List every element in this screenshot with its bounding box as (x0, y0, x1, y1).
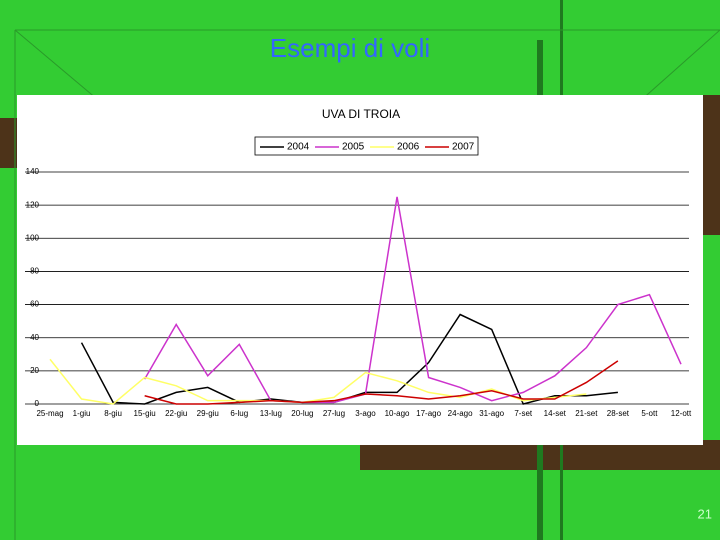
x-tick-label: 1-giu (72, 409, 91, 418)
series-line (80, 313, 618, 405)
x-tick-label: 20-lug (291, 409, 314, 418)
band (700, 95, 720, 235)
series-line (144, 360, 619, 405)
x-tick-label: 24-ago (447, 409, 473, 418)
x-tick-label: 22-giu (165, 409, 188, 418)
x-tick-label: 17-ago (416, 409, 442, 418)
x-tick-label: 10-ago (384, 409, 410, 418)
slide-title: Esempi di voli (270, 33, 430, 63)
chart: UVA DI TROIA 020406080100120140200420052… (17, 95, 703, 445)
x-tick-label: 13-lug (259, 409, 282, 418)
x-tick-label: 7-set (514, 409, 533, 418)
x-tick-label: 14-set (543, 409, 566, 418)
x-tick-label: 6-lug (230, 409, 249, 418)
x-tick-label: 25-mag (36, 409, 64, 418)
x-tick-label: 5-ott (641, 409, 658, 418)
legend-label: 2007 (452, 142, 475, 153)
series-line (144, 196, 682, 404)
x-tick-label: 29-giu (196, 409, 219, 418)
legend-label: 2006 (397, 142, 420, 153)
x-tick-label: 27-lug (322, 409, 346, 418)
page-number: 21 (698, 506, 712, 521)
legend-label: 2005 (342, 142, 365, 153)
x-tick-label: 21-set (575, 409, 598, 418)
chart-title: UVA DI TROIA (322, 107, 400, 121)
x-tick-label: 28-set (606, 409, 629, 418)
x-tick-label: 12-ott (670, 409, 692, 418)
x-tick-label: 3-ago (355, 409, 376, 418)
legend-label: 2004 (287, 142, 310, 153)
x-tick-label: 31-ago (479, 409, 505, 418)
x-tick-label: 8-giu (104, 409, 122, 418)
x-tick-label: 15-giu (133, 409, 156, 418)
series-line (49, 358, 587, 405)
legend-box (254, 136, 479, 156)
